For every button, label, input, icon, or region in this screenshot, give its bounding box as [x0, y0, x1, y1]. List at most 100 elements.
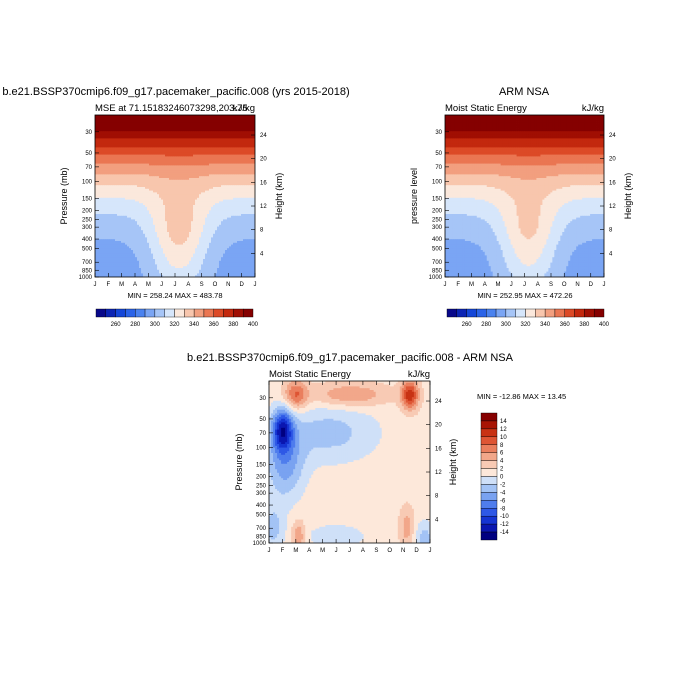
- field-cell: [167, 120, 170, 123]
- field-cell: [187, 151, 190, 154]
- field-cell: [177, 147, 180, 150]
- field-cell: [179, 156, 182, 159]
- field-cell: [137, 145, 140, 148]
- field-cell: [223, 176, 226, 179]
- field-cell: [117, 181, 120, 184]
- field-cell: [129, 127, 132, 130]
- field-cell: [239, 134, 242, 137]
- field-cell: [145, 122, 148, 125]
- field-cell: [249, 163, 252, 166]
- field-cell: [195, 203, 198, 206]
- field-cell: [197, 122, 200, 125]
- field-cell: [115, 138, 118, 141]
- field-cell: [211, 210, 214, 213]
- field-cell: [185, 156, 188, 159]
- field-cell: [245, 181, 248, 184]
- field-cell: [241, 224, 244, 227]
- field-cell: [187, 120, 190, 123]
- field-cell: [153, 208, 156, 211]
- field-cell: [229, 167, 232, 170]
- field-cell: [133, 124, 136, 127]
- field-cell: [159, 147, 162, 150]
- field-cell: [209, 190, 212, 193]
- field-cell: [99, 165, 102, 168]
- field-cell: [215, 219, 218, 222]
- field-cell: [183, 142, 186, 145]
- field-cell: [183, 188, 186, 191]
- field-cell: [153, 129, 156, 132]
- field-cell: [247, 201, 250, 204]
- field-cell: [155, 131, 158, 134]
- field-cell: [191, 145, 194, 148]
- field-cell: [97, 158, 100, 161]
- field-cell: [243, 143, 246, 146]
- field-cell: [161, 161, 164, 164]
- field-cell: [231, 160, 234, 163]
- field-cell: [109, 152, 112, 155]
- field-cell: [121, 188, 124, 191]
- field-cell: [203, 172, 206, 175]
- field-cell: [121, 145, 124, 148]
- field-cell: [131, 149, 134, 152]
- field-cell: [141, 174, 144, 177]
- field-cell: [117, 179, 120, 182]
- field-cell: [223, 208, 226, 211]
- field-cell: [233, 120, 236, 123]
- field-cell: [231, 178, 234, 181]
- field-cell: [111, 190, 114, 193]
- field-cell: [103, 201, 106, 204]
- field-cell: [149, 172, 152, 175]
- field-cell: [187, 170, 190, 173]
- field-cell: [243, 140, 246, 143]
- field-cell: [173, 115, 176, 118]
- field-cell: [139, 165, 142, 168]
- field-cell: [143, 212, 146, 215]
- field-cell: [143, 163, 146, 166]
- field-cell: [127, 178, 130, 181]
- field-cell: [219, 151, 222, 154]
- field-cell: [135, 208, 138, 211]
- field-cell: [131, 221, 134, 224]
- field-cell: [119, 176, 122, 179]
- field-cell: [111, 131, 114, 134]
- field-cell: [129, 129, 132, 132]
- field-cell: [225, 152, 228, 155]
- field-cell: [157, 143, 160, 146]
- field-cell: [181, 208, 184, 211]
- field-cell: [127, 127, 130, 130]
- field-cell: [243, 118, 246, 121]
- field-cell: [199, 116, 202, 119]
- field-cell: [247, 169, 250, 172]
- field-cell: [95, 136, 98, 139]
- field-cell: [189, 129, 192, 132]
- field-cell: [167, 118, 170, 121]
- field-cell: [191, 224, 194, 227]
- field-cell: [161, 187, 164, 190]
- field-cell: [163, 196, 166, 199]
- field-cell: [213, 140, 216, 143]
- field-cell: [105, 205, 108, 208]
- field-cell: [185, 224, 188, 227]
- field-cell: [103, 179, 106, 182]
- field-cell: [127, 138, 130, 141]
- field-cell: [167, 136, 170, 139]
- field-cell: [207, 190, 210, 193]
- field-cell: [189, 196, 192, 199]
- field-cell: [221, 178, 224, 181]
- field-cell: [125, 221, 128, 224]
- field-cell: [177, 212, 180, 215]
- field-cell: [221, 174, 224, 177]
- field-cell: [209, 134, 212, 137]
- field-cell: [139, 178, 142, 181]
- field-cell: [143, 136, 146, 139]
- field-cell: [193, 190, 196, 193]
- field-cell: [175, 215, 178, 218]
- field-cell: [211, 133, 214, 136]
- field-cell: [183, 134, 186, 137]
- field-cell: [179, 206, 182, 209]
- field-cell: [143, 215, 146, 218]
- field-cell: [183, 120, 186, 123]
- field-cell: [253, 152, 255, 155]
- field-cell: [169, 140, 172, 143]
- field-cell: [129, 215, 132, 218]
